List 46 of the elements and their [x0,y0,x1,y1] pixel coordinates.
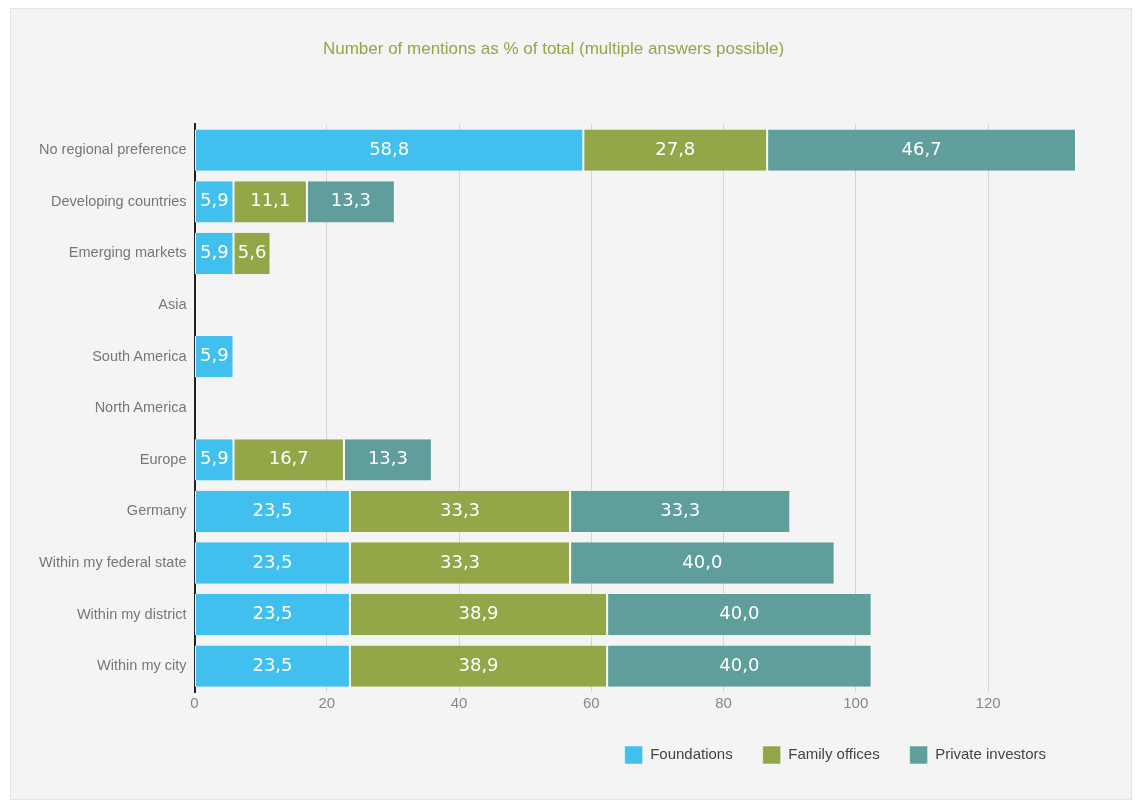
y-tick-label: Within my city [97,657,188,674]
data-label: 5,9 [199,189,229,211]
data-label: 40,0 [719,653,760,675]
y-tick-label: Europe [139,450,187,467]
legend-label: Private investors [935,745,1046,763]
data-label: 33,3 [660,499,701,521]
data-label: 11,1 [250,189,291,211]
x-tick-label: 120 [975,694,1001,712]
y-tick-label: South America [92,347,188,364]
data-label: 33,3 [439,550,481,572]
data-label: 5,9 [199,447,229,469]
y-tick-label: Developing countries [51,192,187,209]
data-label: 16,7 [268,447,309,469]
y-tick-label: Within my federal state [39,554,187,570]
data-label: 23,5 [252,653,293,675]
data-label: 38,9 [458,653,499,675]
data-label: 23,5 [252,602,293,624]
x-tick-label: 20 [318,694,336,712]
data-label: 40,0 [719,602,760,624]
y-tick-label: No regional preference [38,141,187,158]
data-label: 23,5 [252,550,293,572]
data-label: 46,7 [901,137,942,159]
data-label: 23,5 [252,499,293,521]
data-label: 33,3 [439,499,481,521]
y-tick-label: Asia [158,296,188,312]
data-label: 38,9 [458,602,499,624]
data-label: 5,9 [199,344,229,366]
y-tick-label: North America [94,399,188,416]
y-tick-label: Within my district [76,605,187,622]
x-tick-label: 80 [715,694,732,712]
legend-label: Family offices [788,745,880,763]
data-label: 5,6 [237,241,267,263]
data-label: 5,9 [199,241,229,263]
data-label: 27,8 [655,137,696,159]
data-label: 13,3 [367,447,408,469]
data-label: 58,8 [369,137,410,159]
x-tick-label: 100 [843,694,869,712]
x-tick-label: 0 [190,694,199,712]
y-tick-label: Germany [126,502,188,519]
x-tick-label: 40 [450,694,468,712]
x-tick-label: 60 [582,694,600,712]
data-label: 40,0 [682,550,723,572]
chart-title: Number of mentions as % of total (multiple answers possible) [322,38,785,58]
y-tick-label: Emerging markets [68,244,187,261]
data-label: 13,3 [330,189,371,211]
legend-label: Foundations [650,745,733,763]
